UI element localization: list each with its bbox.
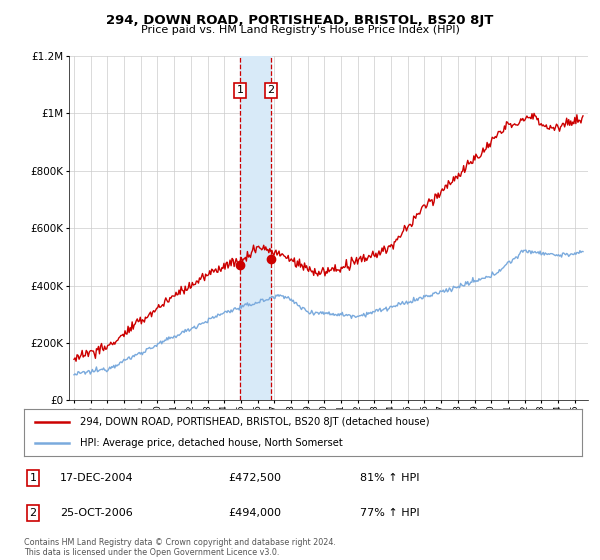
HPI: Average price, detached house, North Somerset: (2.03e+03, 5.19e+05): Average price, detached house, North Som… bbox=[580, 248, 587, 255]
Text: 77% ↑ HPI: 77% ↑ HPI bbox=[360, 508, 419, 518]
294, DOWN ROAD, PORTISHEAD, BRISTOL, BS20 8JT (detached house) bbox=[73, 358, 80, 365]
Text: £472,500: £472,500 bbox=[228, 473, 281, 483]
Text: Contains HM Land Registry data © Crown copyright and database right 2024.
This d: Contains HM Land Registry data © Crown c… bbox=[24, 538, 336, 557]
Line: 294, DOWN ROAD, PORTISHEAD, BRISTOL, BS20 8JT (detached house): 294, DOWN ROAD, PORTISHEAD, BRISTOL, BS2… bbox=[74, 113, 583, 361]
Text: Price paid vs. HM Land Registry's House Price Index (HPI): Price paid vs. HM Land Registry's House … bbox=[140, 25, 460, 35]
HPI: Average price, detached house, North Somerset: (2.01e+03, 3.11e+05): Average price, detached house, North Som… bbox=[374, 308, 382, 315]
Text: 294, DOWN ROAD, PORTISHEAD, BRISTOL, BS20 8JT (detached house): 294, DOWN ROAD, PORTISHEAD, BRISTOL, BS2… bbox=[80, 417, 430, 427]
HPI: Average price, detached house, North Somerset: (2.02e+03, 5.09e+05): Average price, detached house, North Som… bbox=[569, 251, 577, 258]
294, DOWN ROAD, PORTISHEAD, BRISTOL, BS20 8JT (detached house) bbox=[580, 113, 587, 119]
Bar bbox=[240, 56, 271, 400]
HPI: Average price, detached house, North Somerset: (2e+03, 8.91e+04): Average price, detached house, North Som… bbox=[73, 371, 80, 378]
HPI: Average price, detached house, North Somerset: (2.01e+03, 3.05e+05): Average price, detached house, North Som… bbox=[316, 310, 323, 316]
Text: 2: 2 bbox=[268, 86, 275, 95]
HPI: Average price, detached house, North Somerset: (2.01e+03, 3.06e+05): Average price, detached house, North Som… bbox=[313, 309, 320, 316]
294, DOWN ROAD, PORTISHEAD, BRISTOL, BS20 8JT (detached house) bbox=[569, 119, 577, 125]
Text: 2: 2 bbox=[29, 508, 37, 518]
Text: 25-OCT-2006: 25-OCT-2006 bbox=[60, 508, 133, 518]
Text: £494,000: £494,000 bbox=[228, 508, 281, 518]
Text: 294, DOWN ROAD, PORTISHEAD, BRISTOL, BS20 8JT: 294, DOWN ROAD, PORTISHEAD, BRISTOL, BS2… bbox=[106, 14, 494, 27]
HPI: Average price, detached house, North Somerset: (2e+03, 8.92e+04): Average price, detached house, North Som… bbox=[70, 371, 77, 378]
Text: 1: 1 bbox=[29, 473, 37, 483]
Text: 17-DEC-2004: 17-DEC-2004 bbox=[60, 473, 134, 483]
Text: 1: 1 bbox=[237, 86, 244, 95]
294, DOWN ROAD, PORTISHEAD, BRISTOL, BS20 8JT (detached house) bbox=[530, 110, 538, 116]
HPI: Average price, detached house, North Somerset: (2.01e+03, 2.96e+05): Average price, detached house, North Som… bbox=[347, 312, 354, 319]
294, DOWN ROAD, PORTISHEAD, BRISTOL, BS20 8JT (detached house) bbox=[347, 263, 354, 270]
294, DOWN ROAD, PORTISHEAD, BRISTOL, BS20 8JT (detached house) bbox=[70, 356, 77, 363]
294, DOWN ROAD, PORTISHEAD, BRISTOL, BS20 8JT (detached house) bbox=[313, 270, 320, 277]
294, DOWN ROAD, PORTISHEAD, BRISTOL, BS20 8JT (detached house) bbox=[488, 134, 496, 141]
294, DOWN ROAD, PORTISHEAD, BRISTOL, BS20 8JT (detached house) bbox=[374, 251, 382, 258]
HPI: Average price, detached house, North Somerset: (2.02e+03, 5.24e+05): Average price, detached house, North Som… bbox=[522, 247, 529, 254]
Text: 81% ↑ HPI: 81% ↑ HPI bbox=[360, 473, 419, 483]
Text: HPI: Average price, detached house, North Somerset: HPI: Average price, detached house, Nort… bbox=[80, 438, 343, 448]
294, DOWN ROAD, PORTISHEAD, BRISTOL, BS20 8JT (detached house) bbox=[316, 271, 323, 278]
Line: HPI: Average price, detached house, North Somerset: HPI: Average price, detached house, Nort… bbox=[74, 250, 583, 375]
HPI: Average price, detached house, North Somerset: (2.02e+03, 4.47e+05): Average price, detached house, North Som… bbox=[488, 269, 496, 276]
